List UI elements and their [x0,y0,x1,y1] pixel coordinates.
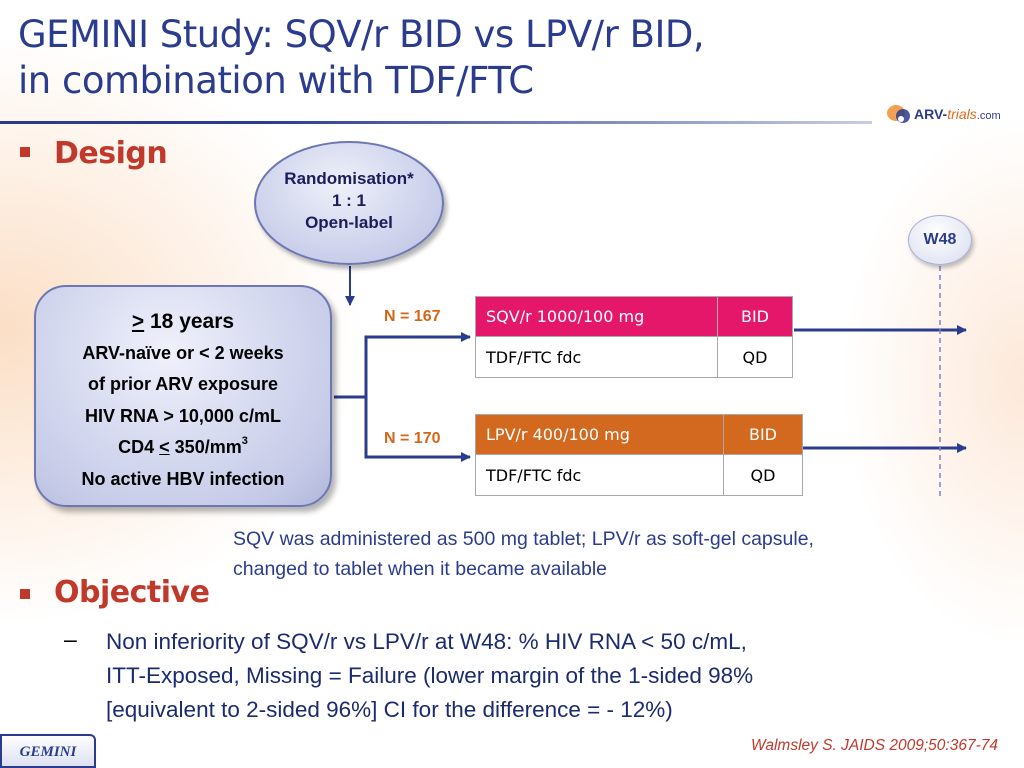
randomisation-ellipse: Randomisation* 1 : 1 Open-label [254,141,444,265]
arm1-row-backbone: TDF/FTC fdc QD [475,336,793,378]
arm2-regimen-table: LPV/r 400/100 mg BID TDF/FTC fdc QD [475,414,803,496]
w48-timepoint: W48 [908,215,972,265]
objective-line1: Non inferiority of SQV/r vs LPV/r at W48… [106,629,747,654]
arm2-row-main: LPV/r 400/100 mg BID [475,414,803,455]
arm2-backbone-frequency-cell: QD [723,454,803,496]
criteria-hiv-rna: HIV RNA > 10,000 c/mL [85,405,281,426]
objective-bullet [20,589,30,599]
objective-text: Non inferiority of SQV/r vs LPV/r at W48… [106,625,966,727]
arm2-n-label: N = 170 [384,430,441,447]
formulation-note-line2: changed to tablet when it became availab… [233,558,608,580]
arm1-row-main: SQV/r 1000/100 mg BID [475,296,793,337]
arm-branch-upper [364,332,471,397]
randomisation-ratio: 1 : 1 [331,191,367,210]
objective-line2: ITT-Exposed, Missing = Failure (lower ma… [106,663,754,688]
arm2-row-backbone: TDF/FTC fdc QD [475,454,803,496]
arm2-frequency-cell: BID [723,414,803,455]
randomisation-design: Open-label [305,213,393,232]
arv-trials-logo-icon [887,105,910,123]
criteria-arv-naive: ARV-naïve or < 2 weeks [82,342,284,363]
inclusion-criteria-box: > 18 years ARV-naïve or < 2 weeks of pri… [34,285,332,507]
arv-trials-logo: ARV-trials.com [884,100,1014,130]
arm1-backbone-cell: TDF/FTC fdc [475,336,718,378]
arm1-drug-cell: SQV/r 1000/100 mg [475,296,718,337]
objective-line3: [equivalent to 2-sided 96%] CI for the d… [106,697,673,722]
slide-title-line1: GEMINI Study: SQV/r BID vs LPV/r BID, [18,13,705,56]
arm-branch-lower [364,397,471,462]
arm2-drug-cell: LPV/r 400/100 mg [475,414,724,455]
title-divider [0,121,872,124]
arm1-frequency-cell: BID [717,296,793,337]
slide-title: GEMINI Study: SQV/r BID vs LPV/r BID, in… [18,12,878,104]
arm2-backbone-cell: TDF/FTC fdc [475,454,724,496]
criteria-age: > 18 years [131,310,235,333]
design-bullet [20,147,30,157]
objective-dash: – [64,626,77,652]
criteria-prior-exposure: of prior ARV exposure [87,374,279,394]
design-heading: Design [54,136,168,171]
arm1-backbone-frequency-cell: QD [717,336,793,378]
criteria-cd4: CD4 < 350/mm3 [118,435,248,458]
slide-title-line2: in combination with TDF/FTC [18,59,534,102]
criteria-hbv: No active HBV infection [81,468,285,489]
study-tag: GEMINI [0,734,96,768]
logo-text: ARV-trials.com [914,106,1001,122]
arm1-regimen-table: SQV/r 1000/100 mg BID TDF/FTC fdc QD [475,296,793,378]
randomisation-label: Randomisation* [284,169,414,188]
citation: Walmsley S. JAIDS 2009;50:367-74 [751,737,998,754]
formulation-note: SQV was administered as 500 mg tablet; L… [233,524,1013,584]
formulation-note-line1: SQV was administered as 500 mg tablet; L… [233,528,814,550]
objective-heading: Objective [54,575,210,610]
arm1-n-label: N = 167 [384,308,441,325]
